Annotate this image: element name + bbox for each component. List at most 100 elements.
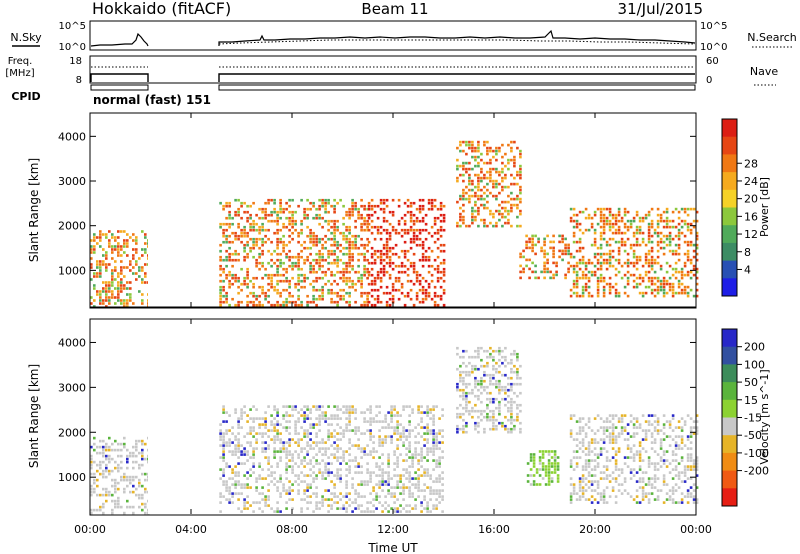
- echo-cell: [584, 465, 588, 468]
- echo-cell: [300, 507, 303, 510]
- y-tick-label: 2000: [58, 426, 86, 439]
- echo-cell: [258, 285, 261, 289]
- echo-cell: [418, 231, 422, 235]
- echo-cell: [605, 240, 609, 244]
- echo-cell: [495, 349, 498, 353]
- echo-cell: [234, 252, 237, 256]
- echo-cell: [273, 471, 276, 474]
- echo-cell: [276, 258, 279, 262]
- echo-cell: [354, 471, 357, 474]
- echo-cell: [123, 478, 126, 482]
- echo-cell: [614, 468, 618, 471]
- echo-cell: [519, 209, 522, 213]
- echo-cell: [498, 379, 501, 383]
- echo-cell: [387, 465, 390, 468]
- echo-cell: [255, 213, 258, 217]
- echo-cell: [569, 495, 573, 498]
- echo-cell: [495, 170, 498, 174]
- echo-cell: [219, 201, 222, 205]
- echo-cell: [412, 213, 416, 217]
- echo-cell: [668, 243, 672, 247]
- echo-cell: [620, 276, 624, 280]
- colorbar-block: [722, 154, 737, 173]
- echo-cell: [234, 279, 237, 283]
- echo-cell: [403, 201, 407, 205]
- echo-cell: [668, 249, 672, 253]
- echo-cell: [510, 397, 513, 401]
- echo-cell: [695, 234, 699, 238]
- echo-cell: [504, 209, 507, 213]
- echo-cell: [623, 480, 627, 483]
- echo-cell: [474, 424, 477, 428]
- echo-cell: [409, 297, 413, 301]
- echo-cell: [513, 400, 516, 404]
- echo-cell: [360, 291, 363, 295]
- echo-cell: [477, 212, 480, 216]
- echo-cell: [378, 495, 381, 498]
- echo-cell: [644, 495, 648, 498]
- echo-cell: [132, 505, 135, 509]
- echo-cell: [300, 198, 303, 202]
- echo-cell: [126, 448, 129, 452]
- echo-cell: [105, 454, 108, 458]
- echo-cell: [400, 216, 404, 220]
- echo-cell: [144, 487, 147, 491]
- echo-cell: [477, 155, 480, 159]
- echo-cell: [647, 261, 651, 265]
- echo-cell: [351, 279, 354, 283]
- echo-cell: [120, 272, 123, 275]
- echo-cell: [575, 282, 579, 286]
- echo-cell: [695, 498, 699, 501]
- echo-cell: [507, 382, 510, 386]
- echo-cell: [333, 273, 336, 277]
- echo-cell: [638, 228, 642, 232]
- echo-cell: [556, 462, 560, 465]
- noise-search-trace: [218, 39, 696, 45]
- echo-cell: [599, 498, 603, 501]
- echo-cell: [656, 213, 660, 217]
- echo-cell: [474, 200, 477, 204]
- echo-cell: [647, 459, 651, 462]
- echo-cell: [555, 261, 558, 265]
- echo-cell: [647, 231, 651, 235]
- echo-cell: [330, 270, 333, 274]
- echo-cell: [327, 510, 330, 513]
- echo-cell: [258, 294, 261, 298]
- echo-cell: [456, 221, 459, 225]
- echo-cell: [429, 450, 432, 453]
- echo-cell: [99, 451, 102, 455]
- echo-cell: [360, 282, 363, 286]
- echo-cell: [231, 483, 234, 486]
- echo-cell: [423, 471, 426, 474]
- echo-cell: [459, 140, 462, 144]
- echo-cell: [590, 480, 594, 483]
- echo-cell: [432, 504, 435, 507]
- echo-cell: [267, 498, 270, 501]
- echo-cell: [438, 489, 441, 492]
- echo-cell: [408, 429, 411, 432]
- echo-cell: [650, 477, 654, 480]
- echo-cell: [626, 447, 630, 450]
- echo-cell: [659, 285, 663, 289]
- echo-cell: [345, 468, 348, 471]
- echo-cell: [321, 501, 324, 504]
- echo-cell: [396, 411, 399, 414]
- echo-cell: [575, 444, 579, 447]
- echo-cell: [578, 447, 582, 450]
- echo-cell: [102, 511, 105, 515]
- echo-cell: [294, 300, 297, 304]
- echo-cell: [495, 382, 498, 386]
- echo-cell: [683, 234, 687, 238]
- echo-cell: [477, 182, 480, 186]
- echo-cell: [596, 492, 600, 495]
- echo-cell: [297, 234, 300, 238]
- echo-cell: [348, 228, 351, 232]
- echo-cell: [477, 194, 480, 198]
- echo-cell: [367, 270, 371, 274]
- echo-cell: [489, 149, 492, 153]
- echo-cell: [525, 243, 528, 247]
- echo-cell: [531, 270, 534, 274]
- echo-cell: [318, 420, 321, 423]
- echo-cell: [459, 197, 462, 201]
- colorbar-tick-label: 24: [744, 175, 758, 188]
